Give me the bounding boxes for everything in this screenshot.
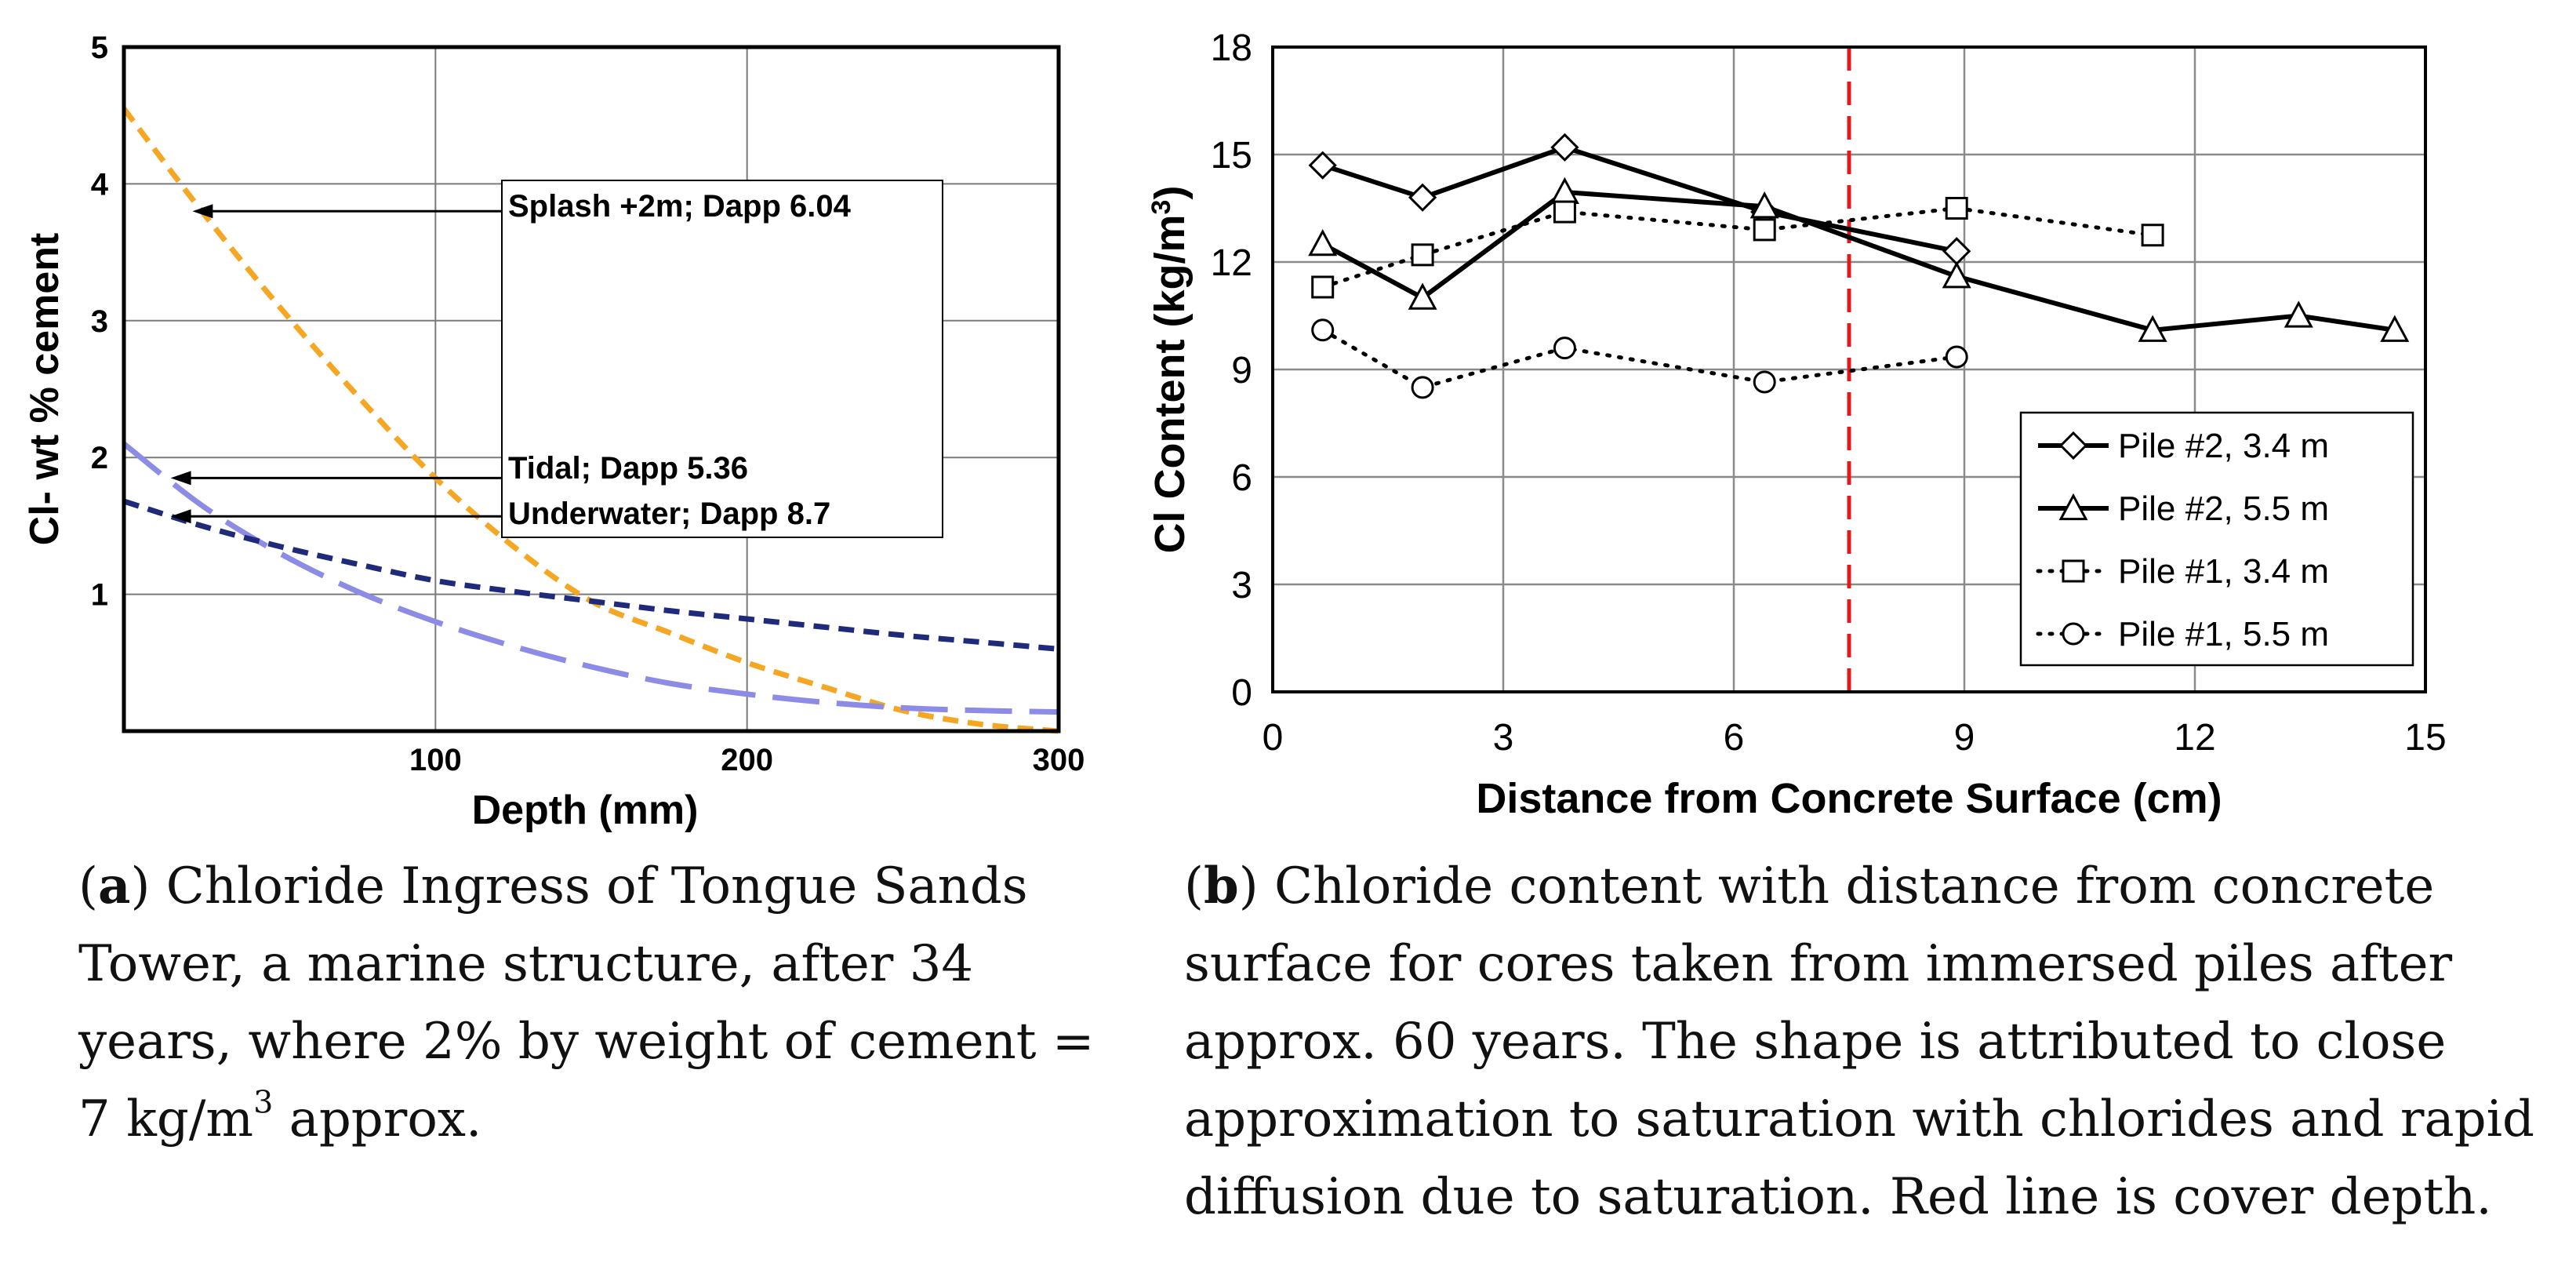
x-tick-label: 300 (1033, 743, 1085, 777)
data-point-pile-1-5-5-m (1311, 318, 1335, 342)
y-tick-label: 15 (1211, 135, 1252, 176)
y-axis-label-close: ) (1146, 186, 1194, 200)
y-axis-label-sup: 3 (1146, 200, 1176, 215)
y-tick-label: 3 (91, 304, 108, 339)
annotation-mask (503, 447, 941, 486)
plot-frame (1271, 45, 2427, 693)
plot-frame (122, 45, 1061, 733)
legend-label: Pile #1, 3.4 m (2118, 552, 2329, 591)
y-tick-label: 4 (91, 167, 109, 202)
caption-a-label: a (97, 857, 131, 915)
x-tick-label: 12 (2174, 717, 2215, 759)
caption-a-text: Chloride Ingress of Tongue Sands Tower, … (78, 857, 1095, 1148)
y-tick-label: 3 (1231, 565, 1252, 606)
chart-b: Pile #2, 3.4 m Pile #2, 5.5 m Pile #1, 3.4… (1146, 27, 2447, 822)
y-tick-label: 18 (1211, 27, 1252, 69)
annotation-arrowhead (170, 471, 191, 486)
y-tick-label: 6 (1231, 457, 1252, 499)
series-line-pile-2-5-5-m (1321, 189, 2396, 333)
chart-a: Splash +2m; Dapp 6.04 Tidal; Dapp 5.36 Und… (22, 31, 1085, 833)
data-point-pile-2-5-5-m (1408, 282, 1437, 310)
series-line-splash-2m-dapp-6-04 (122, 107, 1059, 734)
x-tick-label: 9 (1954, 717, 1975, 759)
data-point-pile-1-3-4-m (1411, 243, 1434, 267)
data-point-pile-2-5-5-m (2380, 315, 2410, 342)
x-tick-label: 0 (1263, 717, 1284, 759)
annotation-arrowhead (170, 509, 191, 524)
annotation-label: Splash +2m; Dapp 6.04 (508, 189, 852, 224)
caption-a: (a) Chloride Ingress of Tongue Sands Tow… (78, 857, 1095, 1148)
y-tick-label: 0 (1231, 672, 1252, 714)
caption-a-sup: 3 (253, 1084, 274, 1121)
annotation-arrowhead (192, 204, 213, 219)
annotation-label: Tidal; Dapp 5.36 (508, 451, 748, 486)
x-tick-label: 15 (2404, 717, 2446, 759)
annotation-label: Underwater; Dapp 8.7 (508, 497, 830, 531)
series-line-pile-1-3-4-m (1321, 206, 2155, 289)
y-axis-label: Cl Content (kg/m3) (1146, 186, 1194, 554)
y-tick-label: 5 (91, 31, 108, 65)
caption-b-text: Chloride content with distance from conc… (1184, 857, 2534, 1226)
data-point-pile-1-3-4-m (1753, 218, 1776, 242)
legend-label: Pile #2, 5.5 m (2118, 489, 2329, 528)
legend-marker (2062, 559, 2085, 583)
y-tick-label: 1 (91, 578, 108, 613)
data-point-pile-1-5-5-m (1553, 337, 1576, 360)
annotation-mask (503, 493, 941, 532)
legend-marker (2062, 622, 2085, 646)
y-tick-label: 2 (91, 441, 108, 475)
data-point-pile-1-3-4-m (1945, 197, 1968, 220)
y-axis-label-main: Cl Content (1146, 327, 1194, 553)
data-point-pile-2-5-5-m (1308, 229, 1338, 257)
x-tick-label: 200 (721, 743, 773, 777)
data-point-pile-1-3-4-m (2141, 224, 2164, 247)
caption-b: (b) Chloride content with distance from … (1184, 857, 2534, 1226)
data-point-pile-2-3-4-m (1308, 151, 1337, 180)
y-tick-label: 9 (1231, 350, 1252, 391)
y-tick-label: 12 (1211, 242, 1252, 284)
y-axis-label: Cl- wt % cement (22, 233, 67, 546)
caption-a-end: approx. (273, 1090, 482, 1148)
data-point-pile-2-5-5-m (2284, 300, 2313, 328)
data-point-pile-1-5-5-m (1411, 376, 1434, 399)
series-line-underwater-dapp-8-7 (122, 498, 1059, 652)
x-axis-label: Distance from Concrete Surface (cm) (1476, 775, 2222, 822)
data-point-pile-2-5-5-m (2138, 315, 2167, 342)
data-point-pile-1-3-4-m (1553, 200, 1576, 224)
legend-marker (2058, 493, 2088, 521)
data-point-pile-2-3-4-m (1942, 237, 1971, 266)
x-tick-label: 100 (409, 743, 462, 777)
data-point-pile-2-3-4-m (1550, 133, 1579, 162)
x-tick-label: 3 (1493, 717, 1514, 759)
data-point-pile-1-5-5-m (1753, 370, 1776, 394)
data-point-pile-2-5-5-m (1942, 261, 1971, 289)
caption-b-label: b (1203, 857, 1239, 915)
legend-box (2019, 411, 2414, 667)
legend-label: Pile #1, 5.5 m (2118, 615, 2329, 653)
data-point-pile-1-3-4-m (1311, 275, 1335, 299)
x-axis-label: Depth (mm) (472, 788, 699, 833)
data-point-pile-2-3-4-m (1408, 183, 1437, 212)
data-point-pile-1-5-5-m (1945, 345, 1968, 369)
y-axis-label-unit: (kg/m (1146, 214, 1194, 327)
data-point-pile-2-5-5-m (1749, 191, 1779, 219)
x-tick-label: 6 (1724, 717, 1745, 759)
legend-label: Pile #2, 3.4 m (2118, 427, 2329, 465)
legend-marker (2058, 431, 2088, 460)
